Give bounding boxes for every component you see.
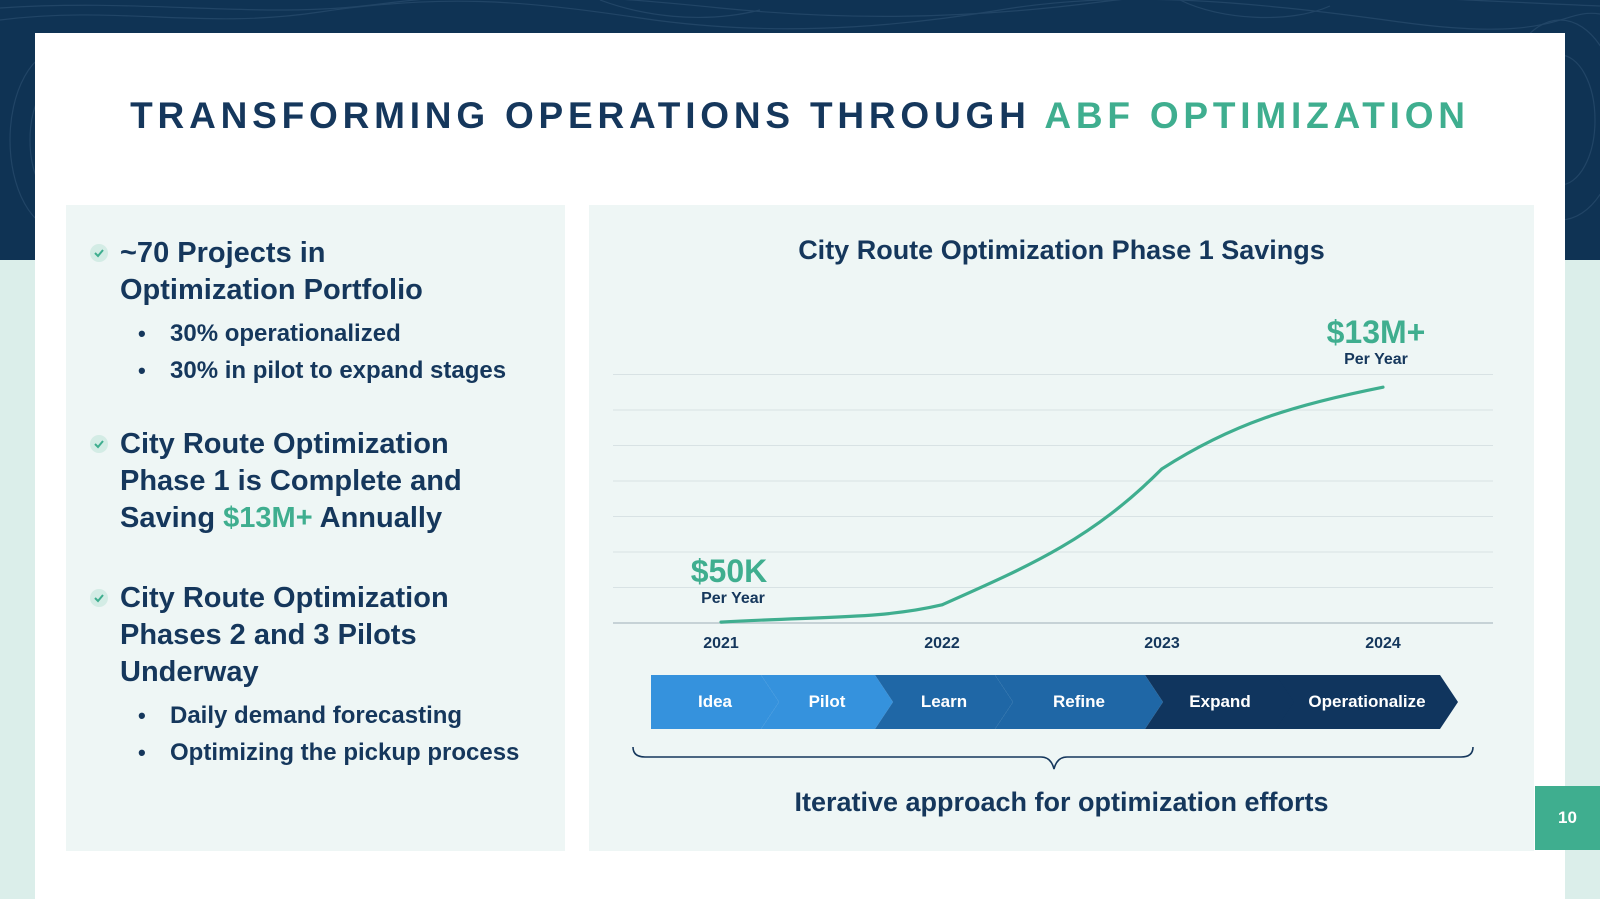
process-step-label: Refine (1053, 692, 1105, 711)
chart-panel: City Route Optimization Phase 1 Savings … (589, 205, 1534, 851)
list-item: 30% operationalized (120, 315, 560, 352)
savings-highlight: $13M+ (223, 502, 313, 534)
brace (632, 746, 1474, 770)
process-steps: Idea Pilot Learn Refine Expand Operationalize (651, 675, 1461, 729)
text-span: Saving (120, 502, 224, 534)
process-step-refine: Refine (995, 675, 1163, 729)
check-icon (90, 435, 108, 453)
bullet-text: Underway (120, 656, 259, 688)
sub-list: 30% operationalized 30% in pilot to expa… (120, 315, 560, 389)
process-step-pilot: Pilot (761, 675, 893, 729)
highlights-panel: ~70 Projects in Optimization Portfolio 3… (66, 205, 565, 851)
list-item: Optimizing the pickup process (120, 734, 560, 771)
bullet-text: Phase 1 is Complete and (120, 465, 462, 497)
bullet-text: Phases 2 and 3 Pilots (120, 619, 417, 651)
check-icon (90, 589, 108, 607)
annotation-end-label: Per Year (1344, 351, 1408, 368)
x-tick-label: 2021 (703, 635, 739, 652)
process-step-label: Operationalize (1308, 692, 1426, 711)
annotation-start-value: $50K (691, 553, 768, 589)
bullet-projects: ~70 Projects in Optimization Portfolio 3… (90, 235, 560, 389)
bullet-phase1: City Route Optimization Phase 1 is Compl… (90, 426, 560, 537)
process-step-label: Pilot (808, 692, 846, 711)
bullet-text: City Route Optimization (120, 582, 449, 614)
title-accent: ABF OPTIMIZATION (1044, 95, 1470, 136)
process-step-label: Expand (1189, 692, 1251, 711)
process-step-idea: Idea (651, 675, 779, 729)
process-step-label: Learn (920, 692, 968, 711)
text-span: Annually (312, 502, 443, 534)
x-tick-label: 2024 (1365, 635, 1401, 652)
process-caption: Iterative approach for optimization effo… (794, 787, 1329, 817)
page-number: 10 (1535, 786, 1600, 850)
process-step-operationalize: Operationalize (1276, 675, 1458, 729)
list-item: Daily demand forecasting (120, 697, 560, 734)
slide-title: TRANSFORMING OPERATIONS THROUGH ABF OPTI… (35, 95, 1565, 137)
annotation-start-label: Per Year (701, 590, 765, 607)
check-icon (90, 244, 108, 262)
bullet-text: City Route Optimization (120, 428, 449, 460)
process-step-expand: Expand (1145, 675, 1295, 729)
slide: TRANSFORMING OPERATIONS THROUGH ABF OPTI… (35, 33, 1565, 899)
bullet-text: Optimization Portfolio (120, 274, 423, 306)
bullet-text: Saving $13M+ Annually (120, 500, 560, 537)
title-main: TRANSFORMING OPERATIONS THROUGH (130, 95, 1045, 136)
bullet-phase2-3: City Route Optimization Phases 2 and 3 P… (90, 580, 560, 771)
savings-line (719, 385, 1385, 624)
chart-title: City Route Optimization Phase 1 Savings (798, 235, 1325, 265)
bullet-text: ~70 Projects in (120, 237, 326, 269)
x-tick-label: 2023 (1144, 635, 1180, 652)
annotation-end-value: $13M+ (1327, 314, 1426, 350)
x-tick-label: 2022 (924, 635, 960, 652)
process-step-learn: Learn (875, 675, 1013, 729)
list-item: 30% in pilot to expand stages (120, 352, 560, 389)
process-step-label: Idea (697, 692, 733, 711)
sub-list: Daily demand forecasting Optimizing the … (120, 697, 560, 771)
